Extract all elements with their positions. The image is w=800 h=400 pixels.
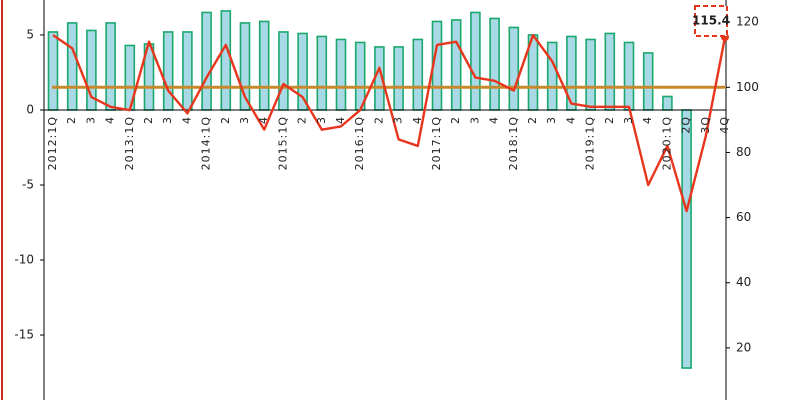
x-tick-label: 4Q: [718, 116, 731, 134]
bar: [623, 41, 635, 111]
bar: [585, 38, 596, 111]
x-tick-label: 3: [545, 116, 558, 124]
x-tick-label: 2012:1Q: [46, 116, 59, 170]
x-tick-label: 4: [411, 116, 424, 124]
x-tick-label: 2: [142, 116, 155, 124]
bar: [335, 38, 347, 111]
x-tick-label: 4: [564, 116, 577, 124]
x-tick-label: 3: [238, 116, 251, 124]
annotation-box: [694, 5, 728, 37]
bar: [354, 41, 366, 111]
x-tick-label: 2018:1Q: [507, 116, 520, 170]
bar: [662, 95, 673, 111]
x-tick-label: 2017:1Q: [430, 116, 443, 170]
bar: [105, 22, 116, 111]
x-tick-label: 3: [622, 116, 635, 124]
x-tick-label: 3Q: [699, 116, 712, 134]
y2-tick-label: 20: [736, 340, 751, 354]
bar: [316, 35, 328, 111]
x-tick-label: 2Q: [680, 116, 693, 134]
annotation: 115.4: [692, 14, 730, 28]
y2-tick-label: 100: [736, 80, 759, 94]
x-tick-label: 4: [641, 116, 654, 124]
x-tick-label: 2014:1Q: [200, 116, 213, 170]
bar: [508, 26, 520, 111]
x-tick-label: 4: [180, 116, 193, 124]
x-tick-label: 2: [219, 116, 232, 124]
bar: [66, 22, 78, 111]
x-tick-label: 4: [488, 116, 501, 124]
x-tick-label: 2016:1Q: [353, 116, 366, 170]
y-tick-label: 5: [26, 27, 34, 41]
bar: [393, 46, 404, 111]
bar: [258, 20, 270, 111]
x-tick-label: 2020:1Q: [660, 116, 673, 170]
y-tick-label: -15: [14, 328, 34, 342]
y-tick-label: -5: [22, 177, 34, 191]
bar: [162, 31, 174, 111]
x-tick-label: 2: [526, 116, 539, 124]
line: [52, 33, 727, 213]
y2-tick-label: 40: [736, 275, 751, 289]
bar: [47, 31, 59, 111]
bar: [470, 11, 481, 111]
bar: [182, 31, 193, 111]
bar: [489, 17, 500, 111]
y-tick-label: 0: [26, 102, 34, 116]
x-tick-label: 2013:1Q: [123, 116, 136, 170]
x-tick-label: 3: [392, 116, 405, 124]
bar: [642, 52, 654, 111]
bar: [278, 31, 289, 111]
x-tick-label: 4: [104, 116, 117, 124]
x-tick-label: 3: [315, 116, 328, 124]
x-tick-label: 4: [257, 116, 270, 124]
x-tick-label: 4: [334, 116, 347, 124]
x-tick-label: 2019:1Q: [584, 116, 597, 170]
bar: [546, 41, 558, 111]
x-tick-label: 2: [603, 116, 616, 124]
y2-tick-label: 120: [736, 15, 759, 29]
bar: [450, 19, 462, 111]
x-tick-label: 3: [84, 116, 97, 124]
x-tick-label: 2: [372, 116, 385, 124]
x-tick-label: 2: [449, 116, 462, 124]
bar: [604, 32, 616, 111]
x-tick-label: 2: [296, 116, 309, 124]
x-tick-label: 3: [161, 116, 174, 124]
x-tick-label: 2: [65, 116, 78, 124]
x-tick-label: 3: [468, 116, 481, 124]
y2-tick-label: 80: [736, 145, 751, 159]
y2-tick-label: 60: [736, 210, 751, 224]
bar: [412, 38, 424, 111]
bar: [201, 11, 212, 111]
x-tick-label: 2015:1Q: [276, 116, 289, 170]
y-tick-label: -10: [14, 253, 34, 267]
bar: [220, 10, 232, 111]
bar: [681, 109, 692, 369]
